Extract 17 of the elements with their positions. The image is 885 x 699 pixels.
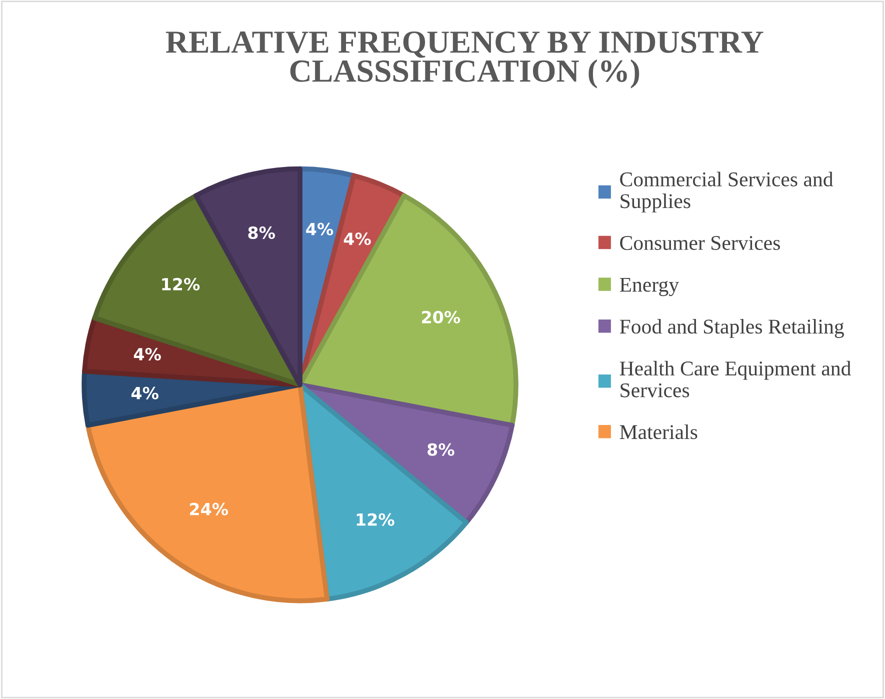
data-label: 4% bbox=[344, 232, 371, 246]
legend-label: Food and Staples Retailing bbox=[620, 319, 844, 338]
data-label: 8% bbox=[428, 443, 454, 456]
data-label: 4% bbox=[131, 386, 158, 400]
legend-label: Commercial Services and Supplies bbox=[620, 172, 834, 212]
data-label: 24% bbox=[190, 502, 228, 516]
legend-label: Energy bbox=[620, 278, 679, 296]
data-label: 12% bbox=[162, 278, 200, 291]
data-label: 4% bbox=[134, 348, 161, 360]
data-label: 12% bbox=[356, 513, 394, 526]
legend-label: Health Care Equipment and Services bbox=[620, 360, 851, 398]
data-label: 8% bbox=[248, 226, 275, 240]
data-label: 4% bbox=[306, 222, 334, 236]
legend-label: Consumer Services bbox=[620, 236, 780, 250]
legend-label: Materials bbox=[620, 424, 698, 440]
chart-title: RELATIVE FREQUENCY BY INDUSTRY CLASSSIFICATION (%) bbox=[166, 31, 764, 88]
data-label: 20% bbox=[422, 310, 460, 324]
